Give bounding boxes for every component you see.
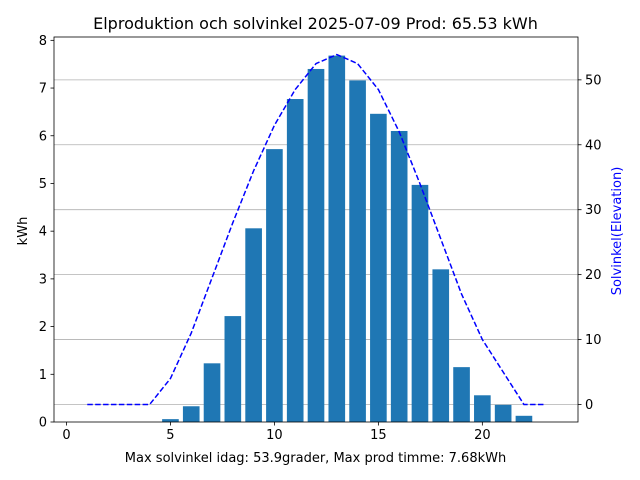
x-tick-label: 15 (370, 428, 387, 443)
y-tick-label-right: 50 (585, 73, 602, 88)
bar (453, 367, 470, 422)
y-tick-label-left: 3 (39, 272, 47, 287)
x-tick-label: 20 (474, 428, 491, 443)
y-tick-label-left: 7 (39, 82, 47, 97)
y-tick-label-left: 1 (39, 368, 47, 383)
bars (162, 55, 533, 423)
bar (182, 406, 200, 422)
bar (494, 404, 512, 422)
bar (515, 415, 533, 422)
bar (328, 55, 346, 422)
x-tick-label: 5 (166, 428, 174, 443)
y-tick-label-left: 6 (39, 129, 47, 144)
bar (432, 269, 450, 422)
y-axis-label-left: kWh (16, 217, 31, 246)
y-tick-label-right: 30 (585, 203, 602, 218)
x-tick-label: 10 (266, 428, 283, 443)
y-tick-label-right: 0 (585, 398, 593, 413)
bar (390, 130, 408, 422)
y-tick-label-right: 40 (585, 138, 602, 153)
bar (224, 316, 242, 422)
elevation-line-layer (87, 53, 545, 406)
bar (474, 395, 491, 422)
bar (245, 228, 262, 422)
x-axis-label: Max solvinkel idag: 53.9grader, Max prod… (125, 451, 506, 466)
axes: 0 5 10 15 20 0 1 2 3 4 5 6 7 8 0 10 20 30 40 50 (39, 34, 602, 443)
y-tick-label-right: 20 (585, 268, 602, 283)
chart-title: Elproduktion och solvinkel 2025-07-09 Pr… (93, 14, 538, 33)
bar (162, 419, 179, 422)
bar (307, 68, 325, 423)
y-tick-label-right: 10 (585, 333, 602, 348)
bar (411, 184, 429, 422)
bar (203, 363, 221, 422)
y-tick-label-left: 2 (39, 320, 47, 335)
x-tick-label: 0 (62, 428, 70, 443)
bar (370, 113, 387, 422)
y-tick-label-left: 0 (39, 416, 47, 431)
bar (349, 80, 366, 422)
plot-frame (53, 36, 579, 423)
y-axis-label-right: Solvinkel(Elevation) (610, 167, 625, 296)
bar (266, 149, 283, 422)
bar (286, 99, 304, 422)
y-tick-label-left: 4 (39, 225, 47, 240)
elevation-line (87, 53, 545, 406)
y-tick-label-left: 8 (39, 34, 47, 49)
y-tick-label-left: 5 (39, 177, 47, 192)
